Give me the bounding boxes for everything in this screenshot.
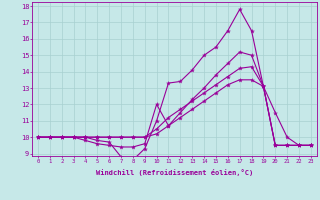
X-axis label: Windchill (Refroidissement éolien,°C): Windchill (Refroidissement éolien,°C) — [96, 169, 253, 176]
